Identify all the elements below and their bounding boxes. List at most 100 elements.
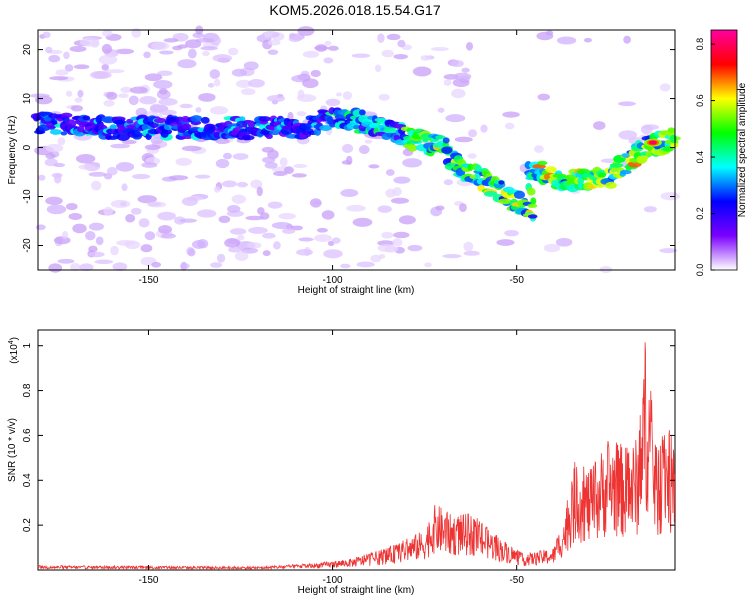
heatmap-cell	[116, 132, 130, 141]
heatmap-cell	[53, 163, 66, 168]
heatmap-cell	[453, 72, 472, 81]
heatmap-cell	[53, 236, 71, 245]
heatmap-cell	[207, 82, 215, 88]
heatmap-cell	[385, 169, 395, 176]
heatmap-cell	[533, 145, 544, 153]
heatmap-cell	[237, 234, 245, 241]
heatmap-cell	[140, 244, 153, 253]
heatmap-x-ticks: -150 -100 -50	[138, 30, 524, 286]
heatmap-cell	[555, 237, 573, 247]
heatmap-cell	[327, 45, 339, 51]
heatmap-cell	[115, 162, 135, 172]
heatmap-cell	[319, 124, 332, 132]
heatmap-cell	[76, 154, 96, 164]
heatmap-cell	[273, 241, 281, 250]
heatmap-cell	[248, 78, 265, 88]
heatmap-cell	[609, 162, 624, 168]
heatmap-cell	[442, 254, 462, 259]
heatmap-cell	[116, 239, 135, 246]
colorbar-tick-label: 0.0	[695, 264, 705, 277]
heatmap-cell	[262, 156, 276, 164]
heatmap-cell	[593, 121, 606, 130]
heatmap-cell	[483, 190, 498, 197]
heatmap-cell	[468, 129, 478, 138]
heatmap-cell	[527, 203, 538, 208]
heatmap-cell	[346, 204, 366, 212]
heatmap-cell	[45, 46, 53, 54]
heatmap-cell	[210, 35, 222, 46]
snr-scale-close: )	[9, 337, 20, 340]
heatmap-cell	[236, 181, 248, 188]
heatmap-cell	[297, 26, 315, 36]
heatmap-cell	[213, 78, 221, 87]
heatmap-cell	[190, 115, 203, 123]
heatmap-cell	[513, 190, 525, 200]
heatmap-cell	[103, 206, 114, 216]
heatmap-ytick-label: 0	[22, 144, 33, 150]
heatmap-cell	[210, 262, 223, 268]
heatmap-cell	[342, 91, 353, 100]
heatmap-cell	[264, 161, 278, 169]
heatmap-cell	[82, 115, 91, 121]
heatmap-cell	[278, 212, 296, 220]
heatmap-xtick-label: -150	[138, 275, 158, 286]
heatmap-cell	[443, 179, 453, 186]
snr-ytick-label: 0.4	[22, 473, 33, 487]
heatmap-cell	[543, 243, 561, 253]
heatmap-cell	[179, 218, 198, 223]
heatmap-cell	[109, 124, 117, 130]
heatmap-cell	[465, 41, 474, 51]
heatmap-cell	[341, 160, 352, 165]
heatmap-cell	[498, 180, 505, 185]
heatmap-cell	[640, 124, 653, 135]
heatmap-cell	[261, 146, 275, 153]
heatmap-cell	[545, 166, 557, 173]
heatmap-cell	[228, 247, 242, 253]
heatmap-cell	[115, 48, 135, 55]
heatmap-cell	[130, 207, 142, 215]
heatmap-cell	[57, 137, 66, 146]
heatmap-cell	[68, 212, 83, 221]
heatmap-cell	[94, 259, 114, 265]
heatmap-cell	[132, 173, 151, 180]
heatmap-cell	[48, 54, 61, 63]
heatmap-cell	[412, 66, 432, 77]
heatmap-cell	[398, 215, 416, 225]
heatmap-cell	[670, 142, 679, 148]
heatmap-cell	[137, 195, 157, 204]
heatmap-cell	[302, 78, 319, 89]
heatmap-cell	[151, 261, 162, 268]
heatmap-cell	[502, 111, 520, 118]
heatmap-cell	[70, 263, 81, 272]
heatmap-cell	[144, 144, 161, 151]
heatmap-cell	[37, 174, 46, 181]
heatmap-cell	[158, 88, 168, 95]
heatmap-cell	[221, 180, 237, 188]
heatmap-cell	[45, 196, 63, 206]
heatmap-cell	[112, 262, 128, 271]
heatmap-cell	[451, 88, 466, 99]
heatmap-cell	[442, 137, 450, 144]
heatmap-cell	[177, 59, 197, 69]
heatmap-cell	[267, 49, 279, 55]
heatmap-cell	[243, 135, 255, 141]
colorbar-frame	[710, 29, 738, 271]
heatmap-cell	[583, 37, 592, 43]
heatmap-cell	[106, 167, 118, 176]
heatmap-cell	[228, 47, 239, 56]
heatmap-cell	[198, 92, 216, 102]
heatmap-cell	[353, 124, 360, 130]
heatmap-cell	[296, 111, 307, 117]
heatmap-cell	[213, 186, 221, 193]
heatmap-cell	[139, 96, 157, 105]
heatmap-cell	[407, 144, 417, 152]
heatmap-cell	[157, 211, 176, 221]
heatmap-cell	[180, 261, 188, 271]
heatmap-cell	[312, 200, 322, 206]
heatmap-cell	[150, 137, 163, 145]
heatmap-cell	[504, 229, 519, 237]
heatmap-cell	[435, 205, 445, 211]
heatmap-cell	[105, 69, 125, 74]
snr-scale-exp: 4	[8, 340, 15, 344]
